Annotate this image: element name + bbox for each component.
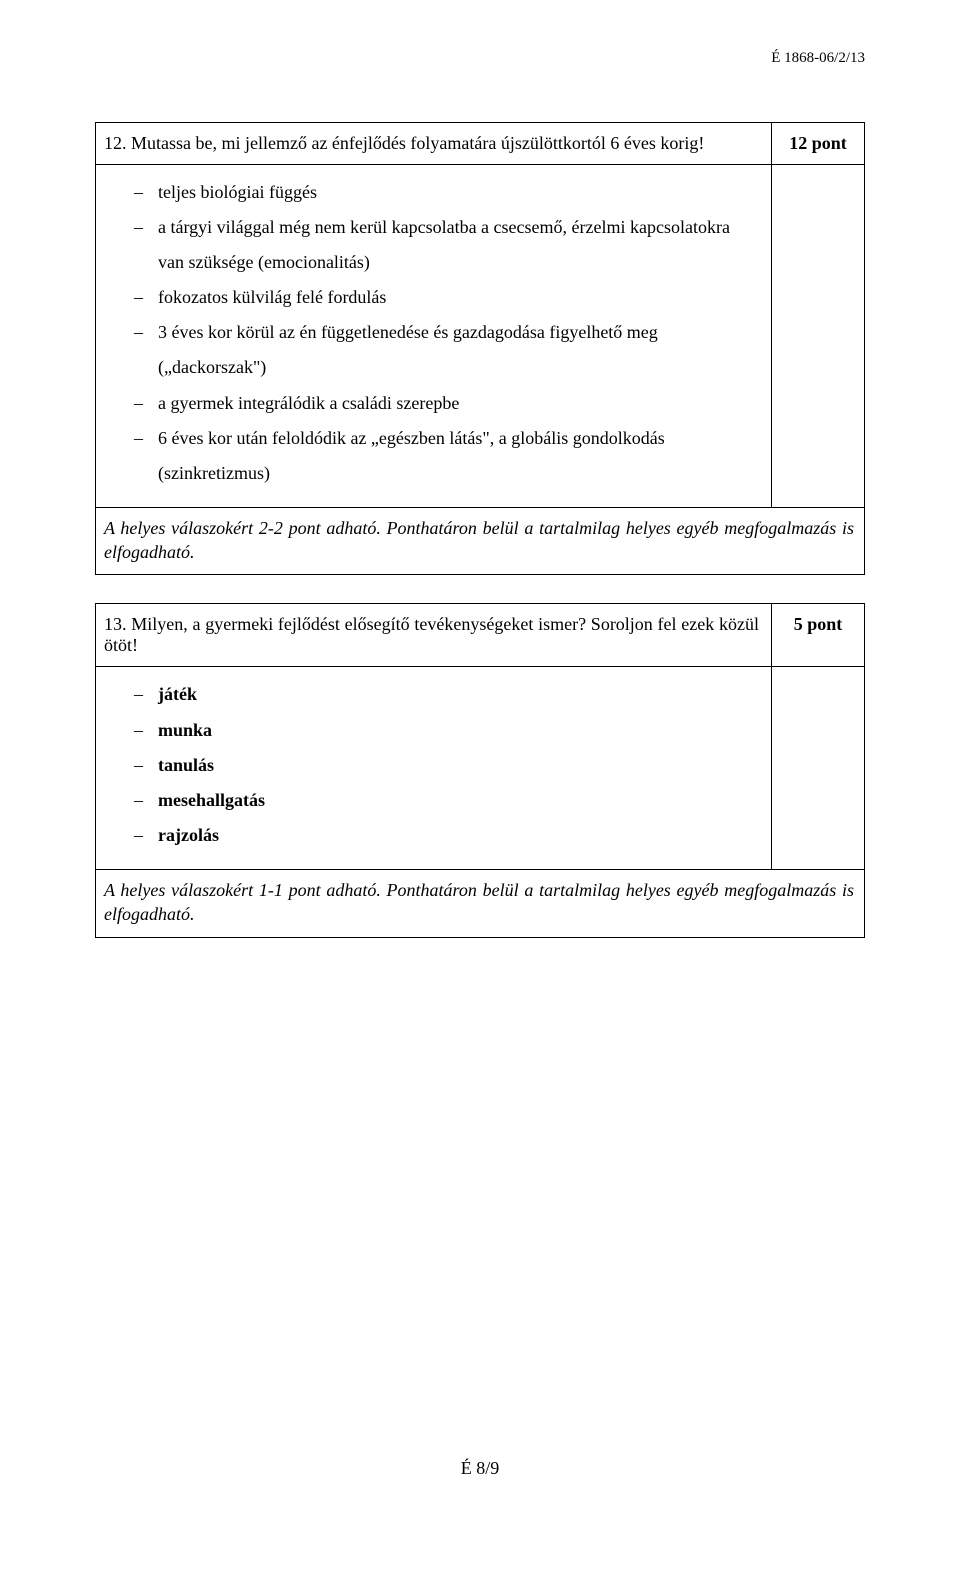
answer-list-row: –teljes biológiai függés –a tárgyi világ… [96,165,864,508]
dash-icon: – [134,748,158,783]
question-text: 13. Milyen, a gyermeki fejlődést elősegí… [96,604,772,666]
list-item-text: 3 éves kor körül az én függetlenedése és… [158,315,759,385]
list-item: –3 éves kor körül az én függetlenedése é… [104,315,759,385]
answer-list: –teljes biológiai függés –a tárgyi világ… [96,165,772,507]
list-item-text: a tárgyi világgal még nem kerül kapcsola… [158,210,759,280]
dash-icon: – [134,713,158,748]
scoring-note: A helyes válaszokért 2-2 pont adható. Po… [96,508,864,575]
page-header-code: É 1868-06/2/13 [95,50,865,67]
dash-icon: – [134,783,158,818]
answer-points-col [772,667,864,868]
list-item: –fokozatos külvilág felé fordulás [104,280,759,315]
dash-icon: – [134,210,158,245]
list-item: –a gyermek integrálódik a családi szerep… [104,386,759,421]
list-item-text: tanulás [158,748,759,783]
list-item: –tanulás [104,748,759,783]
dash-icon: – [134,386,158,421]
question-row: 13. Milyen, a gyermeki fejlődést elősegí… [96,604,864,667]
list-item-text: fokozatos külvilág felé fordulás [158,280,759,315]
scoring-note: A helyes válaszokért 1-1 pont adható. Po… [96,870,864,937]
question-row: 12. Mutassa be, mi jellemző az énfejlődé… [96,123,864,165]
list-item: –játék [104,677,759,712]
question-text: 12. Mutassa be, mi jellemző az énfejlődé… [96,123,772,164]
dash-icon: – [134,818,158,853]
answer-list: –játék –munka –tanulás –mesehallgatás –r… [96,667,772,868]
dash-icon: – [134,677,158,712]
list-item-text: a gyermek integrálódik a családi szerepb… [158,386,759,421]
dash-icon: – [134,421,158,456]
question-box-13: 13. Milyen, a gyermeki fejlődést elősegí… [95,603,865,937]
answer-points-col [772,165,864,507]
list-item-text: játék [158,677,759,712]
question-points: 12 pont [772,123,864,164]
list-item-text: munka [158,713,759,748]
document-page: É 1868-06/2/13 12. Mutassa be, mi jellem… [0,0,960,1519]
list-item: –teljes biológiai függés [104,175,759,210]
list-item-text: teljes biológiai függés [158,175,759,210]
dash-icon: – [134,175,158,210]
list-item: –munka [104,713,759,748]
dash-icon: – [134,280,158,315]
list-item-text: 6 éves kor után feloldódik az „egészben … [158,421,759,491]
page-footer: É 8/9 [95,1458,865,1479]
list-item-text: mesehallgatás [158,783,759,818]
list-item: –6 éves kor után feloldódik az „egészben… [104,421,759,491]
list-item-text: rajzolás [158,818,759,853]
list-item: –rajzolás [104,818,759,853]
list-item: –a tárgyi világgal még nem kerül kapcsol… [104,210,759,280]
answer-list-row: –játék –munka –tanulás –mesehallgatás –r… [96,667,864,869]
question-points: 5 pont [772,604,864,666]
list-item: –mesehallgatás [104,783,759,818]
question-box-12: 12. Mutassa be, mi jellemző az énfejlődé… [95,122,865,575]
dash-icon: – [134,315,158,350]
